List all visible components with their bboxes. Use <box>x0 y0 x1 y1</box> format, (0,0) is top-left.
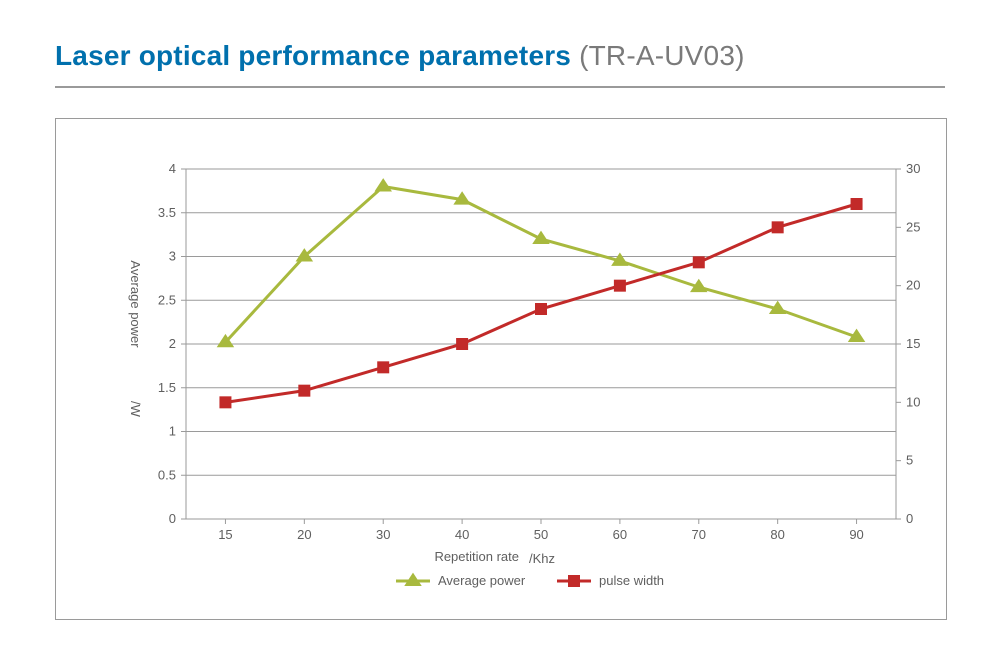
ytick-left: 0.5 <box>158 467 176 482</box>
xtick: 20 <box>297 527 311 542</box>
series-line <box>225 187 856 343</box>
legend-marker <box>404 573 422 586</box>
ytick-right: 0 <box>906 511 913 526</box>
title-divider <box>55 86 945 88</box>
marker-triangle <box>374 178 392 191</box>
xtick: 80 <box>770 527 784 542</box>
marker-square <box>219 396 231 408</box>
ytick-right: 30 <box>906 161 920 176</box>
y-axis-label: Average power <box>128 260 143 348</box>
xtick: 15 <box>218 527 232 542</box>
ytick-left: 2 <box>169 336 176 351</box>
marker-square <box>298 385 310 397</box>
ytick-left: 0 <box>169 511 176 526</box>
title-main: Laser optical performance parameters <box>55 40 571 71</box>
title-sub: (TR-A-UV03) <box>579 40 745 71</box>
page-title: Laser optical performance parameters (TR… <box>55 40 945 72</box>
ytick-right: 25 <box>906 219 920 234</box>
marker-square <box>377 361 389 373</box>
xtick: 60 <box>613 527 627 542</box>
ytick-right: 10 <box>906 394 920 409</box>
legend-label: Average power <box>438 573 526 588</box>
ytick-right: 15 <box>906 336 920 351</box>
ytick-right: 20 <box>906 278 920 293</box>
y-axis-unit: /W <box>128 401 143 418</box>
x-axis-label: Repetition rate <box>434 549 519 564</box>
chart-svg: 00.511.522.533.5405101520253015203040506… <box>56 119 946 619</box>
ytick-left: 1 <box>169 424 176 439</box>
marker-square <box>456 338 468 350</box>
legend-marker <box>568 575 580 587</box>
xtick: 40 <box>455 527 469 542</box>
ytick-left: 1.5 <box>158 380 176 395</box>
ytick-right: 5 <box>906 453 913 468</box>
marker-square <box>693 256 705 268</box>
xtick: 90 <box>849 527 863 542</box>
x-axis-unit: /Khz <box>529 551 555 566</box>
xtick: 70 <box>692 527 706 542</box>
xtick: 50 <box>534 527 548 542</box>
legend-label: pulse width <box>599 573 664 588</box>
marker-square <box>614 280 626 292</box>
performance-chart: 00.511.522.533.5405101520253015203040506… <box>55 118 947 620</box>
xtick: 30 <box>376 527 390 542</box>
marker-square <box>772 221 784 233</box>
marker-square <box>535 303 547 315</box>
ytick-left: 2.5 <box>158 292 176 307</box>
ytick-left: 3.5 <box>158 205 176 220</box>
ytick-left: 3 <box>169 249 176 264</box>
ytick-left: 4 <box>169 161 176 176</box>
marker-square <box>851 198 863 210</box>
